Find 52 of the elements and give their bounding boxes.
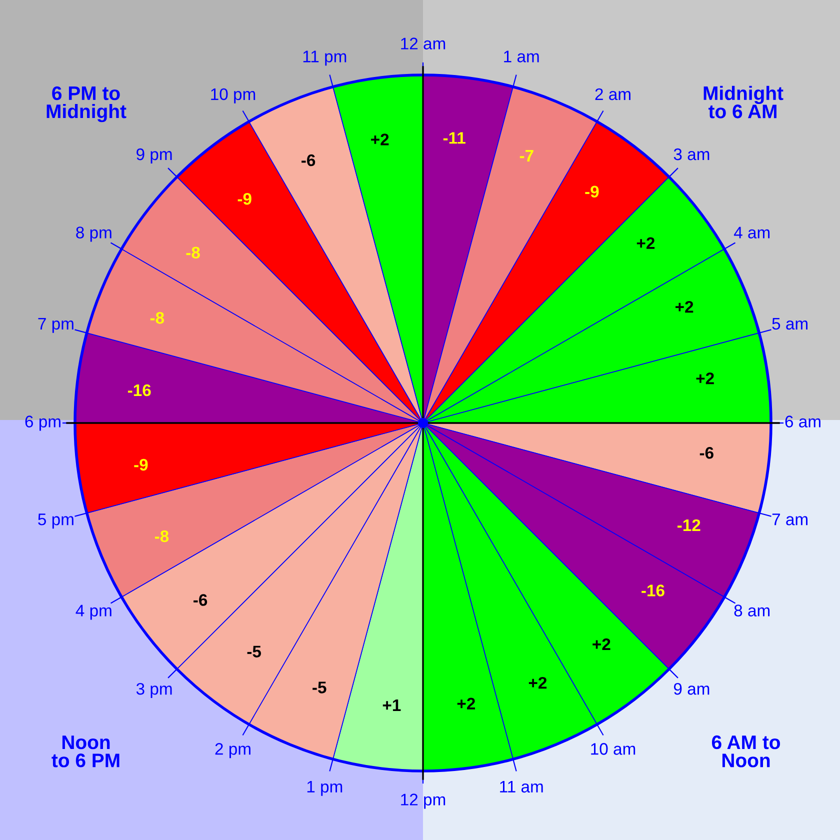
category-label: 11 am [500,780,543,793]
data-label: -11 [443,132,466,144]
category-label: 10 pm [211,88,256,104]
category-label: 1 pm [307,780,342,796]
data-label: -8 [154,530,169,542]
data-label: +1 [382,699,401,711]
category-label: 2 am [595,88,630,100]
data-label: -8 [150,312,164,324]
category-label: 3 pm [136,682,172,698]
data-label: -12 [677,519,700,531]
data-label: -9 [134,458,148,471]
data-label: -8 [186,246,200,259]
category-label: 9 am [674,682,710,695]
data-label: +2 [528,676,547,689]
data-label: -16 [128,384,151,396]
data-label: +2 [457,698,475,710]
text: Noon to 6 PM [52,736,120,768]
data-label: -7 [520,150,534,162]
text: 6 PM to Midnight [46,86,126,122]
data-label: +2 [696,372,714,384]
category-label: 10 am [591,743,636,755]
data-label: -5 [312,682,326,694]
data-label: -9 [585,186,599,198]
data-label: +2 [636,237,655,249]
category-label: 4 am [734,226,770,238]
category-label: 7 am [772,514,808,526]
category-label: 8 pm [76,226,112,242]
category-label: 6 pm [25,416,60,431]
category-label: 2 pm [215,743,250,758]
category-label: 8 am [734,604,770,616]
data-label: +2 [592,638,610,650]
category-label: 5 pm [38,514,74,529]
data-label: -6 [194,594,208,606]
data-label: -6 [700,446,714,459]
data-label: -6 [302,154,316,166]
category-label: 9 pm [136,148,172,164]
category-label: 3 am [674,148,710,160]
category-label: 1 am [504,50,539,62]
data-label: -5 [247,646,262,658]
data-label: -16 [642,584,664,596]
category-label: 7 pm [38,318,74,333]
category-label: 5 am [772,318,808,330]
data-label: -9 [238,192,252,205]
category-label: 6 am [785,416,820,428]
data-label: +2 [675,300,694,313]
category-label: 12 pm [401,794,446,809]
text: 6 AM to Noon [712,735,780,768]
category-label: 11 pm [303,50,346,66]
data-label: +2 [371,134,389,146]
category-label: 4 pm [76,604,112,620]
text: Midnight to 6 AM [704,86,784,118]
category-label: 12 am [401,38,446,50]
